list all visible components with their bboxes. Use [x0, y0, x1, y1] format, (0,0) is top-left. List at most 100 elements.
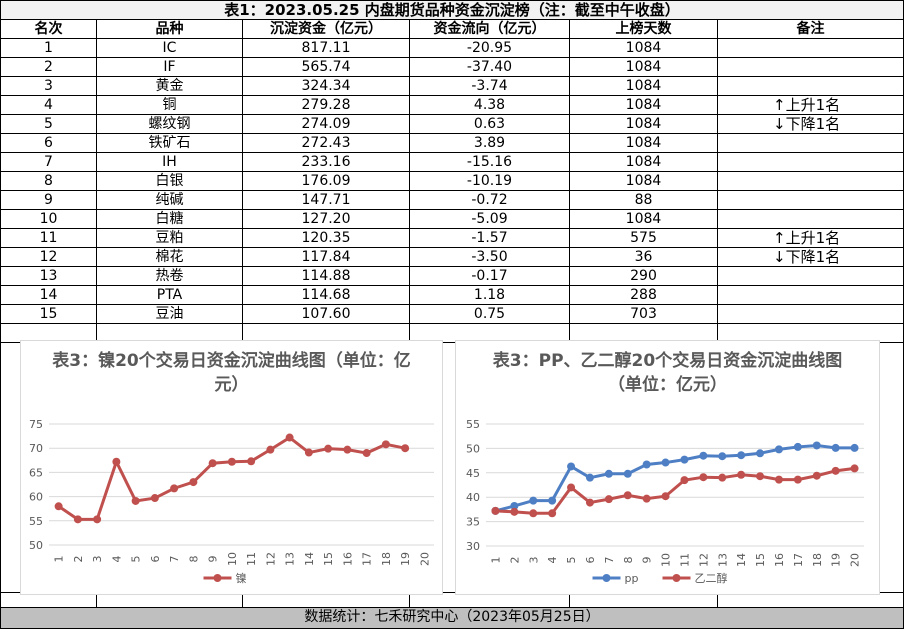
table-cell: 0.63: [410, 115, 570, 134]
y-tick-label: 55: [466, 418, 480, 431]
x-tick-label: 15: [322, 552, 335, 566]
table-cell: 1.18: [410, 286, 570, 305]
table-cell: 1084: [570, 134, 718, 153]
empty-cell: [0, 590, 97, 608]
table-cell: [718, 77, 904, 96]
x-tick-label: 4: [110, 556, 123, 563]
table-cell: IC: [97, 39, 243, 58]
x-tick-label: 3: [527, 557, 540, 564]
x-tick-label: 6: [584, 557, 597, 564]
x-tick-label: 7: [168, 556, 181, 563]
table-cell: 螺纹钢: [97, 115, 243, 134]
table-cell: 5: [0, 115, 97, 134]
table-cell: [718, 153, 904, 172]
empty-cell: [410, 590, 570, 608]
table-cell: ↓下降1名: [718, 248, 904, 267]
table-cell: [718, 267, 904, 286]
point: [510, 507, 519, 516]
table-cell: 铜: [97, 96, 243, 115]
y-tick-label: 50: [466, 442, 480, 455]
y-tick-label: 45: [466, 467, 480, 480]
point: [491, 506, 500, 515]
table-cell: 2: [0, 58, 97, 77]
table-cell: PTA: [97, 286, 243, 305]
point: [642, 494, 651, 503]
table-cell: 1084: [570, 96, 718, 115]
table-cell: 豆粕: [97, 229, 243, 248]
chart: 表3：PP、乙二醇20个交易日资金沉淀曲线图（单位：亿元） 30 35 40 45 50 5…: [455, 340, 880, 595]
point: [680, 455, 689, 464]
point: [831, 466, 840, 475]
table-cell: [718, 286, 904, 305]
x-tick-label: 1: [489, 557, 502, 564]
table-cell: 15: [0, 305, 97, 324]
point: [54, 502, 63, 511]
point: [774, 475, 783, 484]
table-cell: 88: [570, 191, 718, 210]
table-cell: 棉花: [97, 248, 243, 267]
point: [793, 442, 802, 451]
point: [718, 452, 727, 461]
x-tick-label: 13: [716, 553, 729, 567]
table-cell: 274.09: [243, 115, 410, 134]
table-cell: -10.19: [410, 172, 570, 191]
table-cell: 565.74: [243, 58, 410, 77]
point: [623, 469, 632, 478]
y-tick-label: 60: [29, 491, 43, 504]
point: [850, 443, 859, 452]
table-cell: 288: [570, 286, 718, 305]
empty-cell: [243, 590, 410, 608]
table-cell: 6: [0, 134, 97, 153]
x-tick-label: 15: [754, 553, 767, 567]
point: [831, 443, 840, 452]
table-cell: -37.40: [410, 58, 570, 77]
point: [266, 445, 275, 454]
point: [227, 457, 236, 466]
table-cell: 8: [0, 172, 97, 191]
point: [661, 492, 670, 501]
x-tick-label: 14: [303, 552, 316, 566]
x-tick-label: 18: [811, 553, 824, 567]
table-cell: 4.38: [410, 96, 570, 115]
x-tick-label: 2: [72, 556, 85, 563]
table-cell: 1: [0, 39, 97, 58]
x-tick-label: 16: [773, 553, 786, 567]
table-cell: 7: [0, 153, 97, 172]
header-cell: 名次: [0, 20, 97, 39]
y-tick-label: 35: [466, 516, 480, 529]
y-tick-label: 50: [29, 539, 43, 552]
point: [604, 469, 613, 478]
table-cell: 114.68: [243, 286, 410, 305]
x-tick-label: 12: [697, 553, 710, 567]
table-cell: 白糖: [97, 210, 243, 229]
table-title: 表1：2023.05.25 内盘期货品种资金沉淀榜（注：截至中午收盘）: [0, 0, 904, 20]
table-cell: -0.72: [410, 191, 570, 210]
table-cell: 127.20: [243, 210, 410, 229]
empty-cell: [97, 590, 243, 608]
x-tick-label: 10: [226, 552, 239, 566]
legend-label: 镍: [236, 571, 247, 585]
table-cell: IH: [97, 153, 243, 172]
chart: 表3：镍20个交易日资金沉淀曲线图（单位：亿元） 50 55 60 65 70 75 1 2 3 4…: [20, 340, 443, 595]
table-cell: [718, 191, 904, 210]
point: [604, 495, 613, 504]
x-tick-label: 17: [792, 553, 805, 567]
table-cell: 铁矿石: [97, 134, 243, 153]
x-tick-label: 9: [641, 557, 654, 564]
x-tick-label: 5: [130, 556, 143, 563]
point: [585, 498, 594, 507]
x-tick-label: 5: [565, 557, 578, 564]
table-footer: 数据统计：七禾研究中心（2023年05月25日）: [0, 608, 904, 629]
table-cell: 176.09: [243, 172, 410, 191]
table-cell: -5.09: [410, 210, 570, 229]
point: [401, 444, 410, 453]
point: [680, 476, 689, 485]
table-cell: 1084: [570, 153, 718, 172]
table-cell: 12: [0, 248, 97, 267]
table-cell: 290: [570, 267, 718, 286]
chart-title: 表3：PP、乙二醇20个交易日资金沉淀曲线图（单位：亿元）: [492, 351, 843, 395]
x-tick-label: 8: [622, 557, 635, 564]
x-tick-label: 17: [361, 552, 374, 566]
